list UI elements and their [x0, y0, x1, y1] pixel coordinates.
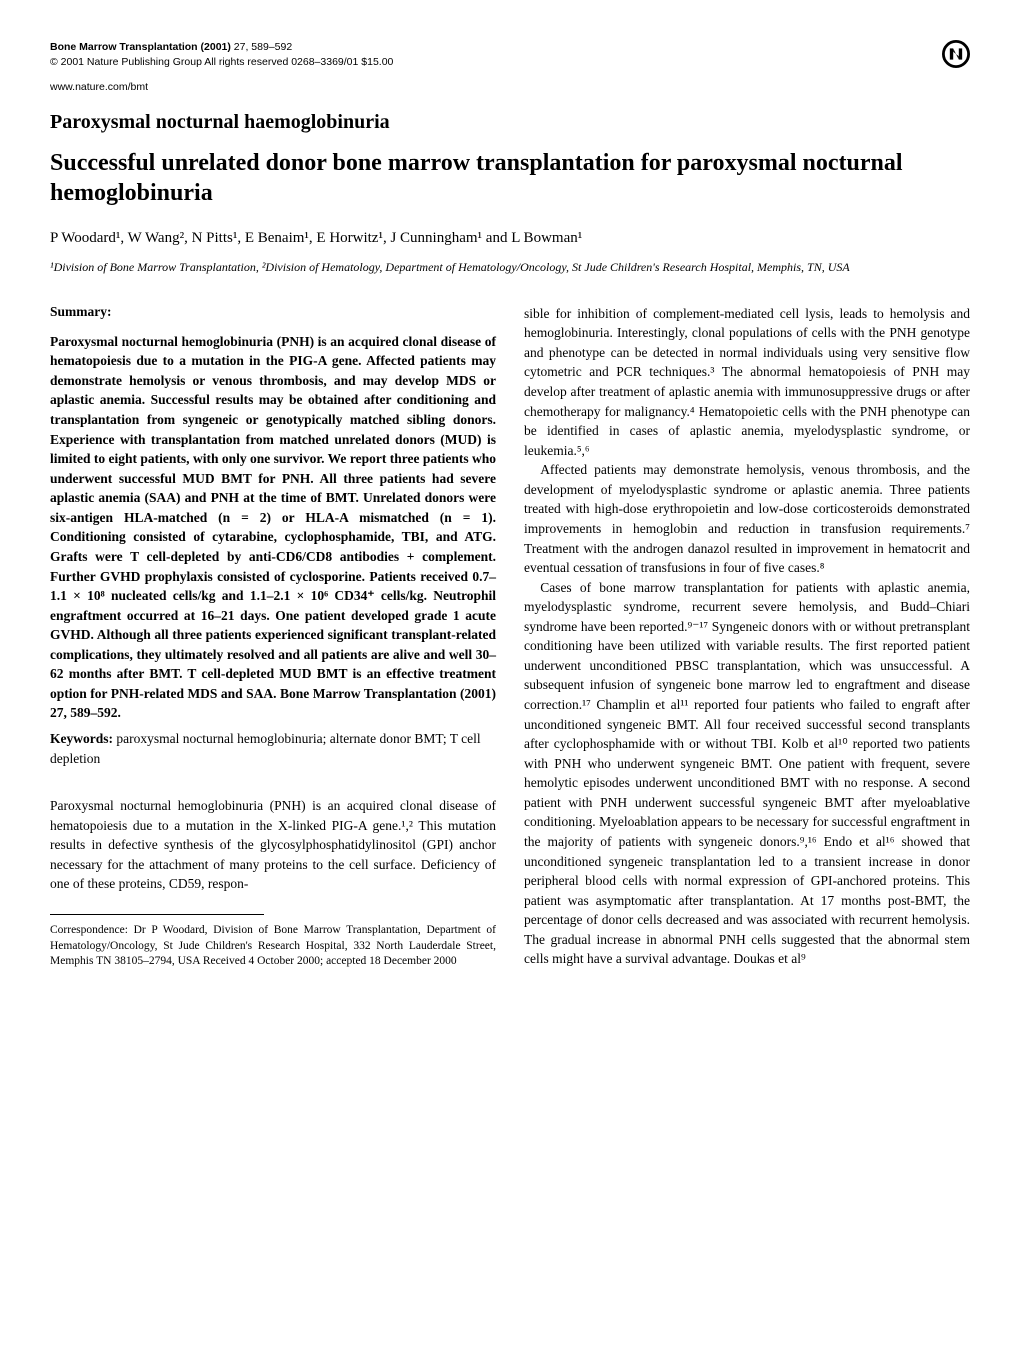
two-column-layout: Summary: Paroxysmal nocturnal hemoglobin…	[50, 304, 970, 970]
body-left-p1: Paroxysmal nocturnal hemoglobinuria (PNH…	[50, 796, 496, 894]
intro-paragraph-left: Paroxysmal nocturnal hemoglobinuria (PNH…	[50, 796, 496, 894]
journal-name: Bone Marrow Transplantation (2001)	[50, 41, 231, 53]
journal-meta: Bone Marrow Transplantation (2001) 27, 5…	[50, 40, 393, 69]
keywords-label: Keywords:	[50, 731, 113, 746]
body-right-p3: Cases of bone marrow transplantation for…	[524, 578, 970, 969]
keywords-text: paroxysmal nocturnal hemoglobinuria; alt…	[50, 731, 481, 766]
npg-logo-icon	[942, 40, 970, 73]
correspondence-divider	[50, 914, 264, 915]
journal-url: www.nature.com/bmt	[50, 81, 970, 93]
article-title: Successful unrelated donor bone marrow t…	[50, 148, 970, 208]
left-column: Summary: Paroxysmal nocturnal hemoglobin…	[50, 304, 496, 970]
summary-heading: Summary:	[50, 304, 496, 320]
journal-vol-pages: 27, 589–592	[234, 41, 292, 53]
section-title: Paroxysmal nocturnal haemoglobinuria	[50, 111, 970, 134]
body-right-p2: Affected patients may demonstrate hemoly…	[524, 460, 970, 577]
abstract-text: Paroxysmal nocturnal hemoglobinuria (PNH…	[50, 332, 496, 723]
body-right-p1: sible for inhibition of complement-media…	[524, 304, 970, 461]
affiliations: ¹Division of Bone Marrow Transplantation…	[50, 259, 970, 276]
keywords-line: Keywords: paroxysmal nocturnal hemoglobi…	[50, 729, 496, 768]
author-list: P Woodard¹, W Wang², N Pitts¹, E Benaim¹…	[50, 230, 970, 247]
body-right: sible for inhibition of complement-media…	[524, 304, 970, 969]
right-column: sible for inhibition of complement-media…	[524, 304, 970, 970]
correspondence-block: Correspondence: Dr P Woodard, Division o…	[50, 923, 496, 970]
journal-copyright: © 2001 Nature Publishing Group All right…	[50, 55, 393, 70]
journal-header: Bone Marrow Transplantation (2001) 27, 5…	[50, 40, 970, 73]
